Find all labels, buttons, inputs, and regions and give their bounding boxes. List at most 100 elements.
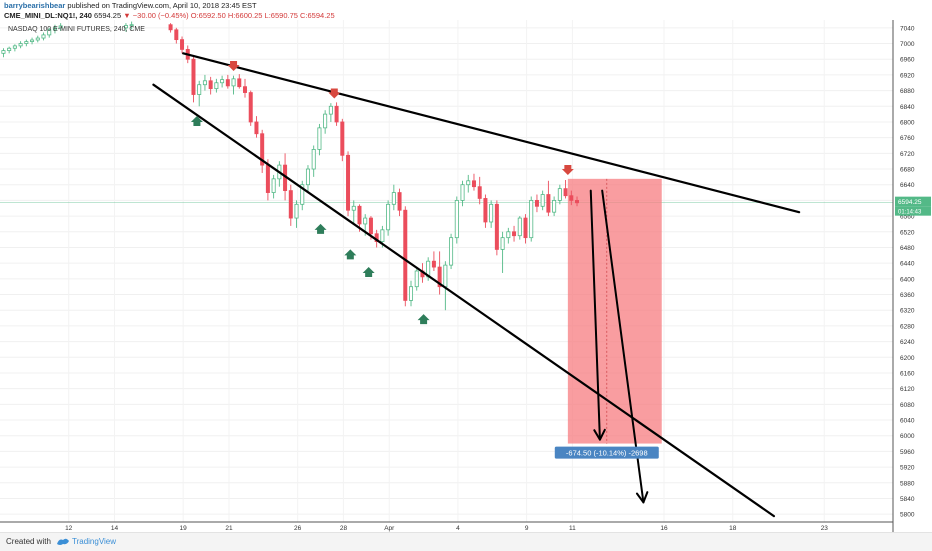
candle-up — [557, 188, 562, 201]
candlestick-series — [1, 21, 580, 311]
x-tick-label: 12 — [65, 525, 73, 532]
current-price-tag — [895, 196, 931, 207]
candle-up — [129, 24, 134, 27]
candle-up — [489, 203, 494, 223]
y-tick-label: 6000 — [900, 433, 915, 440]
candle-down — [534, 200, 539, 207]
projection-arrow-head — [593, 428, 606, 441]
x-tick-label: 4 — [456, 525, 460, 532]
y-tick-label: 6840 — [900, 104, 915, 111]
countdown-tag — [895, 206, 931, 216]
candle-up — [214, 82, 219, 90]
candle-down — [260, 133, 265, 166]
candle-down — [512, 231, 517, 237]
candle-up — [202, 80, 207, 86]
candle-up — [414, 270, 419, 288]
grid-lines — [0, 20, 893, 522]
x-tick-label: 26 — [294, 525, 302, 532]
x-tick-label: Apr — [384, 525, 395, 532]
price-change: −30.00 (−0.45%) — [132, 11, 189, 20]
created-with-label: Created with — [6, 537, 51, 546]
publish-info: barrybearishbear published on TradingVie… — [4, 1, 257, 10]
buy-signal-arrow-icon — [417, 314, 430, 325]
candle-up — [328, 105, 333, 115]
candle-up — [351, 205, 356, 211]
publish-date: published on TradingView.com, April 10, … — [67, 1, 257, 10]
y-tick-label: 6800 — [900, 119, 915, 126]
change-arrow-icon: ▼ — [123, 11, 131, 20]
x-tick-label: 18 — [729, 525, 737, 532]
y-tick-label: 6160 — [900, 370, 915, 377]
candle-down — [346, 154, 351, 211]
x-tick-label: 11 — [569, 525, 576, 532]
candle-up — [517, 217, 522, 237]
y-tick-label: 6560 — [900, 214, 915, 221]
candle-up — [35, 37, 40, 41]
candle-up — [449, 237, 454, 266]
author-name[interactable]: barrybearishbear — [4, 1, 66, 10]
candle-up — [41, 34, 46, 39]
y-tick-label: 6360 — [900, 292, 915, 299]
candle-up — [300, 184, 305, 205]
candle-up — [540, 194, 545, 207]
ohlc-values: O:6592.50 H:6600.25 L:6590.75 C:6594.25 — [190, 11, 335, 20]
candle-up — [323, 113, 328, 129]
tradingview-brand-link[interactable]: TradingView — [72, 537, 117, 546]
axes: 7040 7000 6960 6920 6880 6840 6800 6760 6720 6680… — [0, 20, 931, 532]
candle-up — [460, 184, 465, 201]
x-tick-label: 23 — [821, 525, 829, 532]
y-tick-label: 5960 — [900, 449, 915, 456]
candle-up — [529, 200, 534, 239]
x-tick-label: 9 — [525, 525, 529, 532]
sell-signal-arrow-icon — [227, 61, 240, 72]
buy-signal-arrow-icon — [362, 267, 375, 277]
x-tick-label: 21 — [225, 525, 233, 532]
y-tick-label: 6080 — [900, 402, 915, 409]
y-tick-label: 5880 — [900, 480, 915, 487]
buy-signal-arrow-icon — [314, 223, 327, 234]
candle-up — [30, 39, 35, 42]
y-tick-label: 6680 — [900, 167, 915, 174]
candle-up — [123, 25, 128, 29]
candle-up — [500, 237, 505, 250]
y-tick-label: 7000 — [900, 41, 915, 48]
candle-down — [471, 180, 476, 188]
candle-down — [334, 105, 339, 123]
candle-down — [546, 194, 551, 213]
tradingview-logo-icon — [57, 538, 69, 545]
last-price: 6594.25 — [94, 11, 122, 20]
signal-markers — [190, 61, 574, 325]
y-tick-label: 5920 — [900, 465, 915, 472]
candle-up — [305, 168, 310, 186]
candle-down — [368, 217, 373, 235]
candle-down — [569, 195, 574, 201]
candle-down — [180, 39, 185, 50]
y-tick-label: 6040 — [900, 418, 915, 425]
instrument-description: NASDAQ 100 E-MINI FUTURES, 240, CME — [8, 26, 145, 33]
countdown-label: 01:14:43 — [898, 210, 922, 216]
candle-up — [363, 217, 368, 225]
candle-down — [575, 200, 580, 204]
y-tick-label: 6120 — [900, 386, 915, 393]
candle-up — [391, 192, 396, 205]
projection-arrow-shaft — [589, 189, 601, 441]
y-tick-label: 6960 — [900, 57, 915, 64]
y-tick-label: 5800 — [900, 512, 915, 519]
footer-bar: Created with TradingView — [0, 532, 932, 551]
candle-down — [265, 164, 270, 193]
y-tick-label: 6320 — [900, 308, 915, 315]
candle-up — [271, 178, 276, 193]
y-tick-label: 7040 — [900, 25, 915, 32]
measure-label: -674.50 (-10.14%) -2698 — [566, 448, 648, 457]
current-price-label: 6594.25 — [898, 199, 922, 206]
candle-up — [294, 203, 299, 219]
symbol-name[interactable]: CME_MINI_DL:NQ1!, 240 — [4, 11, 92, 20]
sell-signal-arrow-icon — [328, 88, 341, 99]
candle-up — [506, 231, 511, 239]
sell-signal-arrow-icon — [561, 164, 574, 175]
candle-up — [47, 29, 52, 36]
candle-down — [494, 203, 499, 250]
y-tick-label: 5840 — [900, 496, 915, 503]
